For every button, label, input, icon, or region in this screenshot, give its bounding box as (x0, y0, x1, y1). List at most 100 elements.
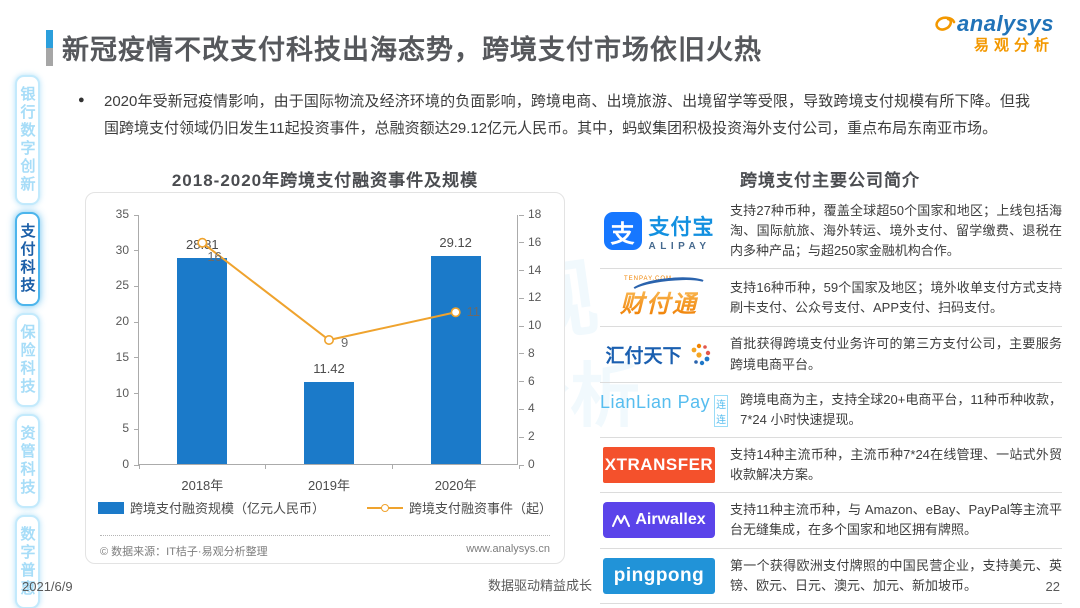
sidebar-item-asset-mgmt-tech[interactable]: 资管科技 (14, 414, 40, 508)
alipay-en-text: ALIPAY (648, 240, 711, 252)
line-value-label: 11 (467, 304, 481, 319)
x-axis-tickmark (518, 465, 520, 469)
bar-2018年 (177, 258, 228, 464)
xtransfer-logo: XTRANSFER (600, 447, 718, 484)
right-axis-tick: 0 (528, 457, 535, 471)
left-axis-tickmark (134, 214, 139, 216)
footer-page-number: 22 (1045, 579, 1060, 594)
tenpay-cn-text: 财付通 (620, 291, 698, 319)
left-axis-tick: 35 (115, 207, 129, 221)
company-row-huifu: 汇付天下 首批获得跨境支付业务许可的第三方支付公司，主要服务跨境电商平台。 (600, 327, 1062, 383)
pingpong-text: pingpong (613, 564, 705, 586)
right-axis-tick: 8 (528, 345, 535, 360)
company-row-lianlian: LianLian Pay 连连 跨境电商为主，支持全球20+电商平台，11种币种… (600, 383, 1062, 438)
lianlian-logo: LianLian Pay 连连 (600, 392, 729, 428)
company-row-pingpong: pingpong 第一个获得欧洲支付牌照的中国民营企业，支持美元、英镑、欧元、日… (600, 549, 1062, 604)
bar-value-label: 11.42 (313, 361, 345, 377)
left-axis-tickmark (134, 285, 139, 287)
right-axis-tick: 16 (528, 234, 542, 249)
right-axis-tickmark (519, 464, 524, 466)
airwallex-logo: Airwallex (600, 502, 718, 539)
right-axis-tickmark (519, 436, 524, 438)
left-axis-tickmark (134, 321, 139, 323)
huifu-logo: 汇付天下 (600, 341, 718, 368)
right-axis-tickmark (519, 270, 524, 272)
chart-source-row: © 数据来源：IT桔子·易观分析整理 www.analysys.cn (100, 535, 550, 559)
left-axis-tick: 20 (115, 314, 129, 329)
x-axis-tickmark (265, 465, 267, 469)
airwallex-text: Airwallex (635, 511, 706, 529)
footer-date: 2021/6/9 (22, 579, 73, 594)
company-description: 支持16种币种，59个国家及地区；境外收单支付方式支持刷卡支付、公众号支付、AP… (730, 279, 1062, 315)
pingpong-logo: pingpong (600, 557, 718, 594)
data-source-text: © 数据来源：IT桔子·易观分析整理 (100, 546, 268, 558)
company-description: 支持14种主流币种，主流币种7*24在线管理、一站式外贸收款解决方案。 (730, 446, 1062, 483)
x-axis-label: 2018年 (181, 478, 224, 493)
sidebar-item-bank-digital[interactable]: 银行数字创新 (14, 75, 40, 205)
line-legend-swatch (367, 503, 403, 513)
company-description: 第一个获得欧洲支付牌照的中国民营企业，支持美元、英镑、欧元、日元、澳元、加元、新… (730, 557, 1062, 593)
bar-2020年 (430, 256, 481, 464)
right-axis-tickmark (519, 242, 524, 244)
line-legend-label: 跨境支付融资事件（起） (409, 501, 553, 516)
right-axis-tick: 18 (528, 207, 542, 221)
left-axis-tickmark (134, 393, 139, 395)
company-description: 跨境电商为主，支持全球20+电商平台，11种币种收款，7*24 小时快速提现。 (740, 391, 1062, 427)
tenpay-logo: TENPAY.COM 财付通 (600, 274, 718, 319)
events-line-series: 16 9 11 (197, 237, 481, 350)
right-axis-tickmark (519, 408, 524, 410)
chart-card: 0510152025303502468101214161828.812018年1… (85, 192, 565, 564)
right-axis-tick: 14 (528, 262, 542, 277)
website-text: www.analysys.cn (466, 543, 550, 555)
line-marker (450, 307, 461, 318)
company-row-airwallex: Airwallex 支持11种主流币种，与 Amazon、eBay、PayPal… (600, 493, 1062, 549)
line-marker (324, 335, 335, 346)
analysys-swirl-icon (935, 16, 956, 31)
right-axis-tickmark (519, 325, 524, 327)
x-axis-tickmark (138, 465, 140, 469)
summary-paragraph: ● 2020年受新冠疫情影响，由于国际物流及经济环境的负面影响，跨境电商、出境旅… (78, 88, 1030, 142)
left-axis-tickmark (134, 428, 139, 430)
left-axis-tick: 5 (122, 421, 129, 436)
right-axis-tickmark (519, 353, 524, 355)
chart-legend: 跨境支付融资规模（亿元人民币） 跨境支付融资事件（起） (86, 498, 564, 517)
sidebar-item-insurance-tech[interactable]: 保险科技 (14, 313, 40, 407)
chart-plot-area: 0510152025303502468101214161828.812018年1… (116, 207, 542, 493)
left-axis-tick: 25 (115, 278, 129, 293)
title-accent-bar (46, 30, 53, 66)
page-title: 新冠疫情不改支付科技出海态势，跨境支付市场依旧火热 (62, 35, 762, 65)
airwallex-mark-icon (612, 514, 631, 527)
huifu-pinwheel-icon (691, 343, 710, 365)
analysys-logo: analysys 易观分析 (933, 11, 1054, 55)
sidebar-item-payment-tech[interactable]: 支付科技 (14, 212, 40, 306)
line-value-label: 9 (341, 335, 348, 350)
bar-legend-label: 跨境支付融资规模（亿元人民币） (129, 501, 325, 516)
xtransfer-text: XTRANSFER (604, 455, 714, 475)
chart-title: 2018-2020年跨境支付融资事件及规模 (171, 171, 479, 190)
summary-text: 2020年受新冠疫情影响，由于国际物流及经济环境的负面影响，跨境电商、出境旅游、… (104, 93, 1030, 137)
alipay-cn-text: 支付宝 (648, 215, 715, 239)
company-description: 支持11种主流币种，与 Amazon、eBay、PayPal等主流平台无缝集成，… (730, 502, 1062, 538)
left-axis-tick: 15 (115, 349, 129, 364)
left-axis-tick: 30 (115, 242, 129, 257)
line-marker (197, 237, 208, 248)
company-row-tenpay: TENPAY.COM 财付通 支持16种币种，59个国家及地区；境外收单支付方式… (600, 269, 1062, 328)
sidebar-item-digital-inclusion[interactable]: 数字普惠 (14, 515, 40, 608)
right-axis-tickmark (519, 214, 524, 216)
right-axis-tick: 10 (528, 318, 542, 333)
company-row-alipay: 支 支付宝 ALIPAY 支持27种币种，覆盖全球超50个国家和地区；上线包括海… (600, 194, 1062, 270)
legend-item-line: 跨境支付融资事件（起） (367, 498, 552, 517)
x-axis-label: 2019年 (308, 478, 350, 493)
analysys-wordmark: analysys (957, 11, 1054, 36)
lianlian-en-text: LianLian Pay (600, 392, 711, 413)
section-sidebar: 银行数字创新 支付科技 保险科技 资管科技 数字普惠 (8, 75, 46, 608)
left-axis-tick: 10 (115, 385, 129, 400)
legend-item-bar: 跨境支付融资规模（亿元人民币） (97, 498, 325, 517)
bullet-icon: ● (78, 94, 85, 106)
huifu-cn-text: 汇付天下 (605, 346, 682, 368)
bar-legend-swatch (97, 501, 124, 514)
left-axis-tickmark (134, 464, 139, 466)
company-description: 首批获得跨境支付业务许可的第三方支付公司，主要服务跨境电商平台。 (730, 336, 1062, 372)
lianlian-cn-text: 连连 (714, 395, 729, 428)
